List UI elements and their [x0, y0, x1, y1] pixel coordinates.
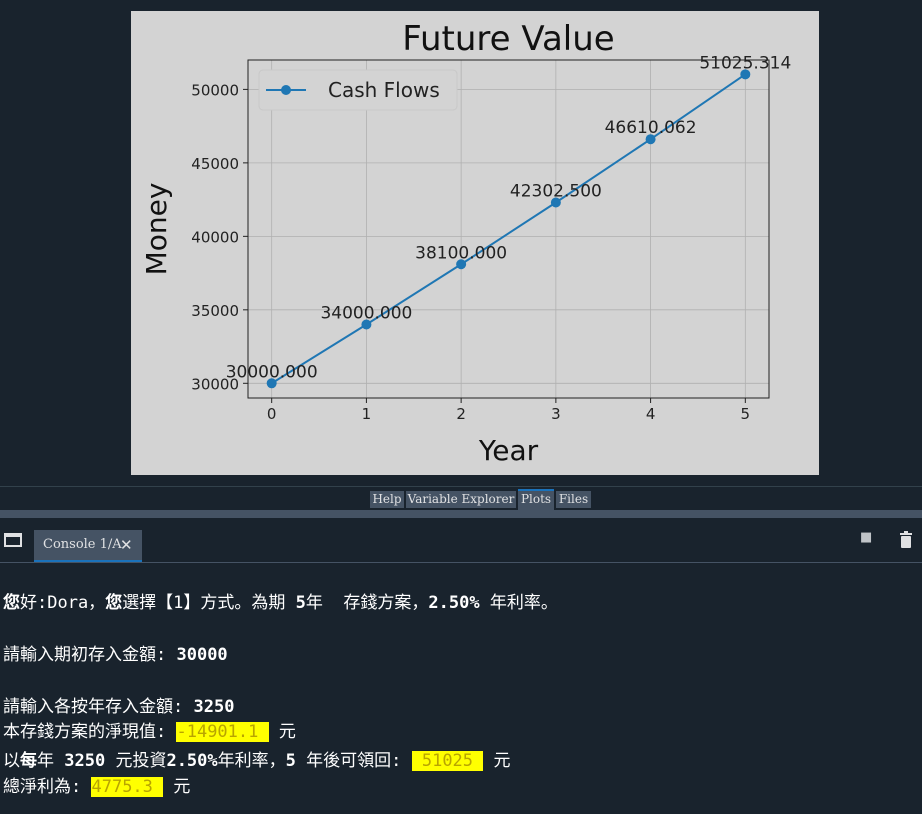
- close-icon[interactable]: ✕: [120, 536, 133, 554]
- future-value-line: 以每年 3250 元投資2.50%年利率，5 年後可領回: 51025 元: [3, 751, 511, 771]
- legend-marker: [281, 85, 291, 95]
- data-label: 51025.314: [699, 53, 791, 73]
- console-header: Console 1/A ✕ ■: [0, 518, 922, 563]
- tab-files[interactable]: Files: [556, 491, 591, 508]
- console-tab[interactable]: Console 1/A ✕: [34, 530, 142, 562]
- x-tick-label: 1: [362, 405, 372, 423]
- plots-pane: 0 1 2 3 4 5 30000 35000 40000 45000 50000 30000.000…: [131, 11, 819, 475]
- legend-box: [258, 69, 458, 111]
- x-tick-label: 4: [646, 405, 656, 423]
- y-tick-label: 45000: [191, 155, 239, 173]
- npv-line: 本存錢方案的淨現值: -14901.1 元: [3, 722, 296, 742]
- y-axis-label: Money: [140, 183, 173, 276]
- data-label: 30000.000: [226, 362, 318, 382]
- data-point: [550, 197, 561, 208]
- data-label: 34000.000: [320, 304, 412, 324]
- console-output[interactable]: 您好:Dora，您選擇【1】方式。為期 5年 存錢方案，2.50% 年利率。 請…: [0, 563, 922, 814]
- tab-variable-explorer[interactable]: Variable Explorer: [406, 491, 516, 508]
- data-point: [456, 259, 467, 270]
- annual-deposit-line: 請輸入各按年存入金額: 3250: [3, 697, 235, 717]
- x-tick-label: 3: [551, 405, 561, 423]
- chart-title: Future Value: [402, 19, 614, 59]
- y-tick-label: 50000: [191, 81, 239, 99]
- console-tab-label: Console 1/A: [43, 537, 122, 552]
- y-tick-label: 40000: [191, 228, 239, 246]
- data-label: 46610.062: [605, 118, 697, 138]
- tab-plots[interactable]: Plots: [518, 489, 554, 510]
- greeting-line: 您好:Dora，您選擇【1】方式。為期 5年 存錢方案，2.50% 年利率。: [3, 593, 558, 613]
- x-axis-label: Year: [478, 434, 539, 467]
- data-point: [266, 378, 277, 389]
- tab-help[interactable]: Help: [370, 491, 404, 508]
- data-point: [361, 319, 372, 330]
- window-icon[interactable]: [4, 533, 22, 547]
- total-profit-value: 4775.3: [91, 777, 164, 797]
- stop-icon[interactable]: ■: [860, 530, 873, 545]
- data-label: 38100.000: [415, 243, 507, 263]
- npv-value: -14901.1: [176, 722, 269, 742]
- legend-label: Cash Flows: [328, 78, 440, 102]
- initial-deposit-line: 請輸入期初存入金額: 30000: [3, 645, 228, 665]
- data-label: 42302.500: [510, 182, 602, 202]
- x-tick-label: 2: [456, 405, 466, 423]
- data-point: [645, 134, 656, 145]
- future-value-chart: 0 1 2 3 4 5 30000 35000 40000 45000 50000 30000.000…: [140, 19, 791, 467]
- pane-splitter[interactable]: [0, 510, 922, 518]
- x-tick-label: 0: [267, 405, 277, 423]
- plot-background: [248, 60, 769, 398]
- axes-frame: [247, 59, 770, 399]
- series-line-cash-flows: [271, 73, 746, 385]
- y-tick-label: 30000: [191, 375, 239, 393]
- x-tick-label: 5: [741, 405, 751, 423]
- figure-canvas: 0 1 2 3 4 5 30000 35000 40000 45000 50000 30000.000…: [131, 11, 819, 475]
- pane-tabbar: Help Variable Explorer Plots Files: [0, 486, 922, 511]
- y-tick-label: 35000: [191, 302, 239, 320]
- trash-icon[interactable]: [899, 531, 913, 548]
- total-profit-line: 總淨利為: 4775.3 元: [3, 777, 191, 797]
- future-value-value: 51025: [411, 751, 484, 771]
- data-point: [740, 69, 751, 80]
